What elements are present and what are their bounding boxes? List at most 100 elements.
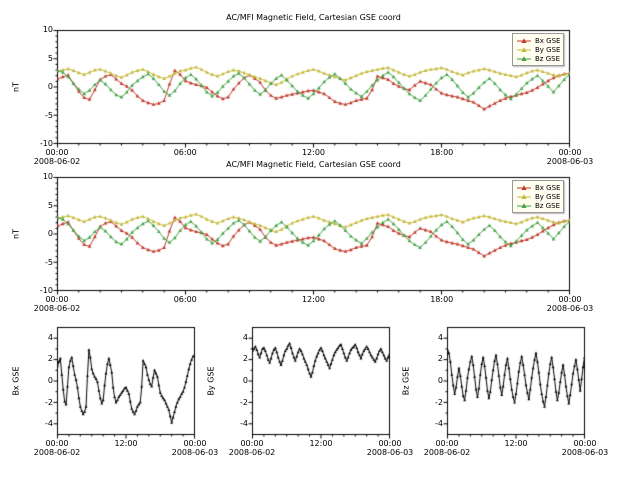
start-date-label: 2008-06-02 [423, 448, 471, 457]
panel2-date-labels: 2008-06-02 2008-06-03 [34, 304, 594, 314]
bx-panel-date-labels: 2008-06-02 2008-06-03 [34, 448, 219, 458]
y-tick-label: -2 [435, 397, 443, 407]
x-tick-label: 18:00 [430, 295, 454, 304]
x-tick-label: 00:00 [45, 148, 69, 157]
bz-panel-y-tick-labels: 4 2 0 -2 -4 [419, 327, 443, 435]
panel1-plot-canvas [49, 22, 578, 152]
bx-panel-y-tick-labels: 4 2 0 -2 -4 [29, 327, 53, 435]
bz-panel-date-labels: 2008-06-02 2008-06-03 [424, 448, 609, 458]
by-panel-y-tick-labels: 4 2 0 -2 -4 [224, 327, 248, 435]
legend-label: By GSE [535, 192, 561, 201]
start-date-label: 2008-06-02 [33, 157, 81, 166]
bz-line-marker-icon [517, 202, 531, 208]
by-panel-x-tick-labels: 00:00 12:00 00:00 [240, 439, 401, 449]
x-tick-label: 12:00 [301, 295, 326, 304]
x-tick-label: 06:00 [173, 295, 197, 304]
x-tick-label: 00:00 [558, 295, 582, 304]
y-tick-label: 0 [437, 376, 443, 385]
bz-panel-y-axis-label: Bz GSE [401, 366, 411, 396]
y-tick-label: 0 [47, 229, 53, 238]
y-tick-label: 0 [47, 376, 53, 385]
x-tick-label: 00:00 [435, 439, 459, 448]
end-date-label: 2008-06-03 [546, 157, 594, 166]
y-tick-label: -10 [39, 139, 53, 148]
y-tick-label: -4 [435, 419, 443, 429]
bx-panel-x-tick-labels: 00:00 12:00 00:00 [45, 439, 206, 449]
x-tick-label: 00:00 [573, 439, 597, 448]
y-tick-label: -2 [45, 397, 53, 407]
panel2-title: AC/MFI Magnetic Field, Cartesian GSE coo… [226, 160, 401, 169]
panel1-x-tick-labels: 00:00 06:00 12:00 18:00 00:00 [45, 148, 581, 158]
x-tick-label: 12:00 [309, 439, 333, 448]
end-date-label: 2008-06-03 [171, 448, 219, 457]
legend-entry-bz: Bz GSE [516, 201, 560, 210]
x-tick-label: 12:00 [504, 439, 528, 448]
by-panel-y-axis-label: By GSE [206, 366, 216, 396]
y-tick-label: -4 [240, 419, 248, 429]
end-date-label: 2008-06-03 [561, 448, 609, 457]
legend-entry-by: By GSE [516, 192, 560, 201]
by-line-marker-icon [517, 193, 531, 199]
panel1-legend: Bx GSE By GSE Bz GSE [512, 33, 565, 66]
x-tick-label: 06:00 [173, 148, 197, 157]
y-tick-label: -4 [45, 419, 53, 429]
x-tick-label: 00:00 [45, 439, 69, 448]
bz-line-marker-icon [517, 55, 531, 61]
panel2-plot-canvas [49, 169, 578, 299]
end-date-label: 2008-06-03 [366, 448, 414, 457]
y-tick-label: -10 [39, 286, 53, 295]
x-tick-label: 00:00 [183, 439, 207, 448]
x-tick-label: 00:00 [378, 439, 402, 448]
x-tick-label: 00:00 [240, 439, 264, 448]
y-tick-label: 10 [42, 25, 53, 34]
y-tick-label: 0 [242, 376, 248, 385]
panel1-y-tick-labels: 10 5 0 -5 -10 [25, 26, 53, 148]
y-tick-label: 5 [47, 53, 53, 63]
by-line-marker-icon [517, 46, 531, 52]
start-date-label: 2008-06-02 [228, 448, 276, 457]
y-tick-label: 4 [242, 332, 248, 342]
bx-panel-plot-canvas [49, 319, 203, 443]
panel2-y-tick-labels: 10 5 0 -5 -10 [25, 173, 53, 295]
panel1-date-labels: 2008-06-02 2008-06-03 [34, 157, 594, 167]
bx-panel-y-axis-label: Bx GSE [11, 366, 21, 396]
legend-entry-bx: Bx GSE [516, 183, 560, 192]
legend-entry-bx: Bx GSE [516, 36, 560, 45]
y-tick-label: 2 [437, 354, 443, 364]
x-tick-label: 00:00 [45, 295, 69, 304]
y-tick-label: -2 [240, 397, 248, 407]
y-tick-label: 10 [42, 172, 53, 181]
by-panel-date-labels: 2008-06-02 2008-06-03 [229, 448, 414, 458]
panel1-title: AC/MFI Magnetic Field, Cartesian GSE coo… [226, 13, 401, 22]
y-tick-label: 4 [437, 332, 443, 342]
legend-label: Bx GSE [535, 36, 561, 45]
legend-label: By GSE [535, 45, 561, 54]
start-date-label: 2008-06-02 [33, 448, 81, 457]
legend-label: Bz GSE [535, 201, 560, 210]
y-tick-label: 2 [47, 354, 53, 364]
y-tick-label: -5 [45, 110, 53, 120]
panel2-y-axis-label: nT [11, 229, 21, 239]
x-tick-label: 00:00 [558, 148, 582, 157]
y-tick-label: 2 [242, 354, 248, 364]
panel2-legend: Bx GSE By GSE Bz GSE [512, 180, 565, 213]
x-tick-label: 12:00 [301, 148, 326, 157]
start-date-label: 2008-06-02 [33, 304, 81, 313]
end-date-label: 2008-06-03 [546, 304, 594, 313]
y-tick-label: 0 [47, 82, 53, 91]
y-tick-label: 4 [47, 332, 53, 342]
x-tick-label: 12:00 [114, 439, 138, 448]
bx-line-marker-icon [517, 37, 531, 43]
bz-panel-plot-canvas [439, 319, 593, 443]
legend-label: Bx GSE [535, 183, 561, 192]
by-panel-plot-canvas [244, 319, 398, 443]
y-tick-label: 5 [47, 200, 53, 210]
bz-panel-x-tick-labels: 00:00 12:00 00:00 [435, 439, 596, 449]
x-tick-label: 18:00 [430, 148, 454, 157]
panel1-y-axis-label: nT [11, 82, 21, 92]
legend-label: Bz GSE [535, 54, 560, 63]
legend-entry-bz: Bz GSE [516, 54, 560, 63]
panel2-x-tick-labels: 00:00 06:00 12:00 18:00 00:00 [45, 295, 581, 305]
bx-line-marker-icon [517, 184, 531, 190]
